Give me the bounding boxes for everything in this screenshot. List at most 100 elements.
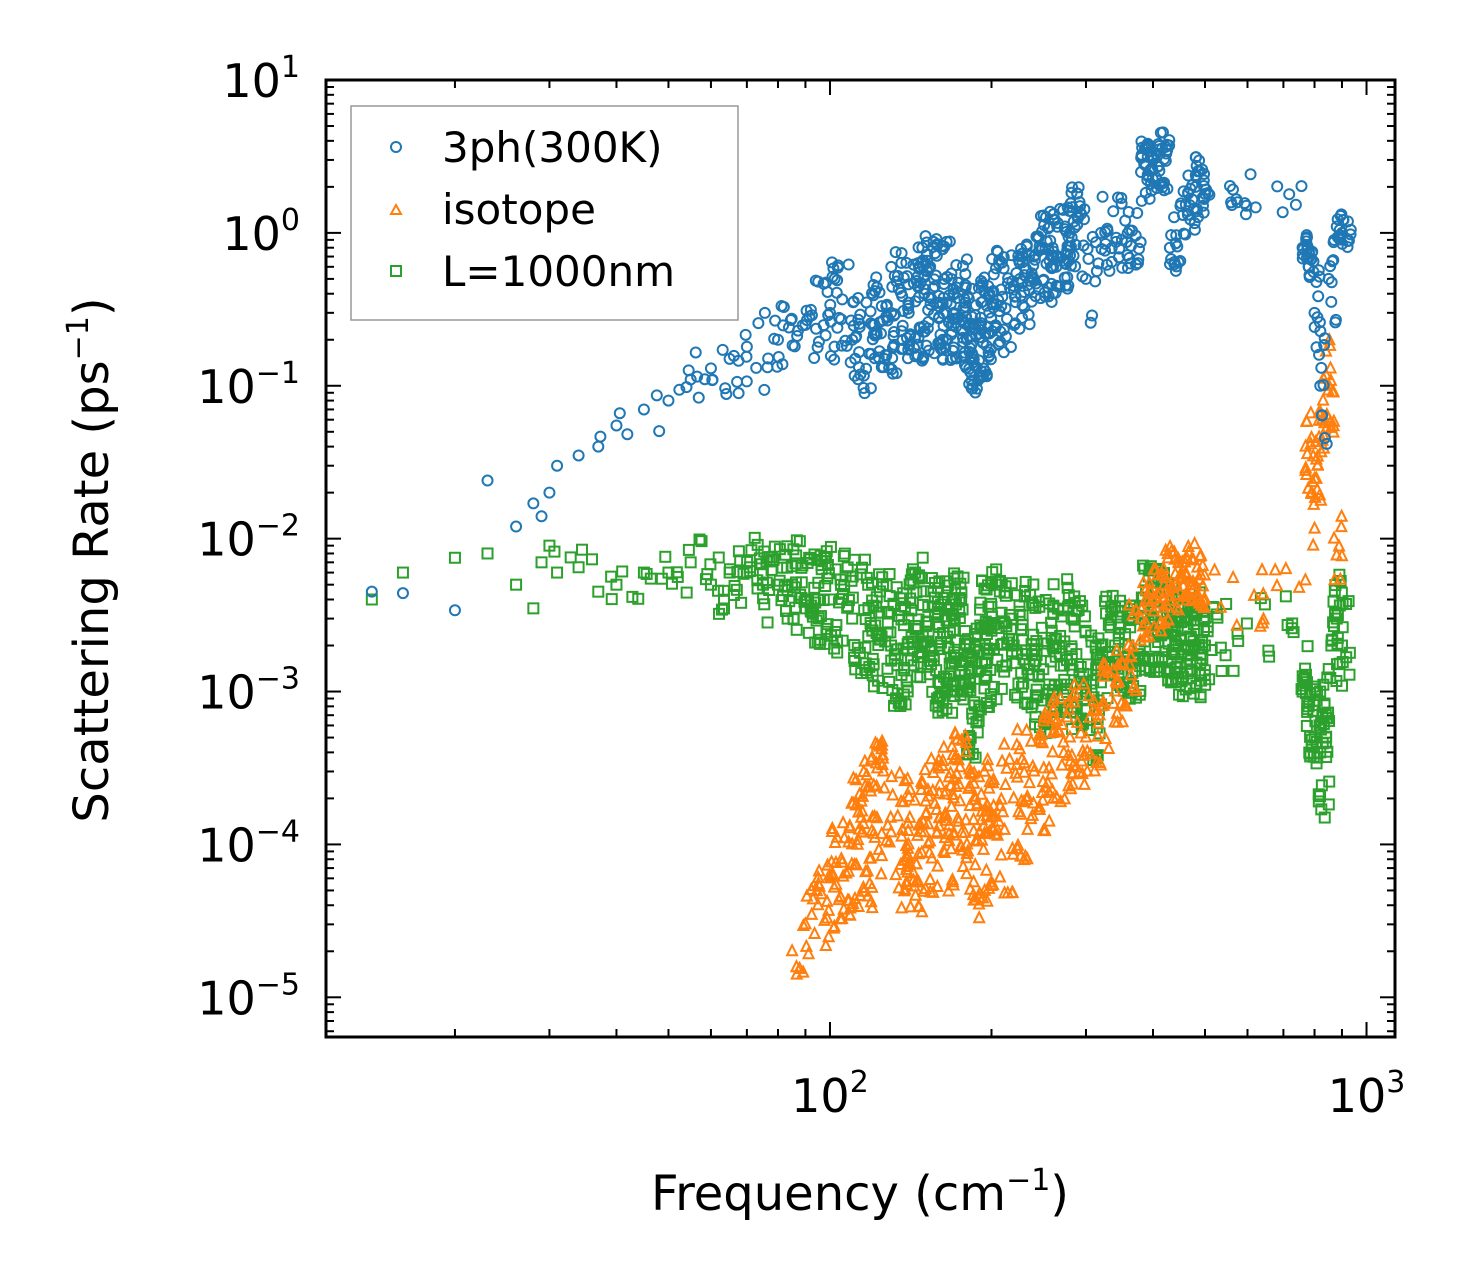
data-point-triangle <box>901 836 915 850</box>
data-point-circle <box>1116 261 1129 274</box>
data-point-triangle <box>851 898 866 912</box>
data-point-circle <box>839 334 852 347</box>
data-point-circle <box>527 497 540 510</box>
data-point-circle <box>986 325 999 338</box>
data-point-circle <box>662 394 675 407</box>
data-point-triangle <box>1110 674 1124 688</box>
data-point-circle <box>935 343 948 356</box>
data-point-circle <box>828 340 841 353</box>
data-point-circle <box>1171 240 1184 253</box>
data-point-circle <box>987 268 1000 281</box>
data-point-triangle <box>877 780 891 794</box>
data-point-square <box>527 602 540 615</box>
data-point-square <box>723 563 736 576</box>
plot-frame <box>324 78 1397 1039</box>
data-point-triangle <box>921 788 936 802</box>
data-point-triangle <box>976 841 991 855</box>
data-point-circle <box>731 375 744 388</box>
data-point-circle <box>965 310 978 323</box>
data-point-triangle <box>1147 603 1161 617</box>
data-point-triangle <box>827 879 841 893</box>
data-point-triangle <box>933 809 947 824</box>
data-point-square <box>1324 671 1337 684</box>
data-point-triangle <box>811 875 826 890</box>
data-point-triangle <box>1139 615 1153 629</box>
data-point-circle <box>919 230 932 243</box>
data-point-circle <box>1092 257 1105 270</box>
data-point-triangle <box>1124 667 1138 681</box>
data-point-circle <box>1179 228 1192 241</box>
data-point-square <box>728 579 741 592</box>
data-point-triangle <box>949 778 963 792</box>
data-point-square <box>875 606 888 619</box>
data-point-triangle <box>1158 569 1172 583</box>
data-point-square <box>964 684 977 697</box>
data-point-circle <box>1050 251 1063 264</box>
data-point-square <box>1011 647 1024 660</box>
data-point-square <box>1100 590 1113 603</box>
x-tick-label: 103 <box>1328 1065 1406 1123</box>
data-point-triangle <box>1075 753 1089 767</box>
data-point-circle <box>1047 245 1060 258</box>
data-point-triangle <box>1332 538 1346 552</box>
data-point-triangle <box>875 825 889 840</box>
data-point-square <box>730 583 743 596</box>
data-point-triangle <box>875 737 889 751</box>
data-point-circle <box>963 362 976 375</box>
data-point-square <box>986 566 999 579</box>
data-point-circle <box>1169 264 1182 277</box>
data-point-square <box>998 586 1011 599</box>
data-point-square <box>906 563 919 576</box>
data-point-circle <box>1196 163 1209 176</box>
data-point-triangle <box>916 775 930 789</box>
data-point-circle <box>976 336 989 349</box>
data-point-circle <box>689 346 702 359</box>
data-point-triangle <box>925 850 939 864</box>
data-point-circle <box>892 282 905 295</box>
data-point-square <box>981 701 994 714</box>
data-point-triangle <box>936 843 951 857</box>
data-point-triangle <box>1316 392 1330 406</box>
data-point-square <box>644 572 657 585</box>
data-point-triangle <box>796 917 811 932</box>
data-point-square <box>1323 715 1336 728</box>
data-point-circle <box>1061 282 1074 295</box>
data-point-circle <box>610 419 623 432</box>
data-point-circle <box>941 333 954 346</box>
legend-marker-3ph <box>390 141 402 153</box>
data-point-triangle <box>968 857 982 871</box>
data-point-triangle <box>807 925 822 940</box>
data-point-triangle <box>959 865 974 880</box>
data-point-triangle <box>899 848 913 863</box>
data-point-circle <box>949 351 962 364</box>
data-point-square <box>949 633 962 646</box>
data-point-triangle <box>1055 757 1069 771</box>
data-point-square <box>1285 622 1298 635</box>
data-point-circle <box>853 317 866 330</box>
data-point-triangle <box>963 778 977 792</box>
data-point-triangle <box>1247 587 1261 601</box>
data-point-square <box>1029 601 1042 614</box>
data-point-circle <box>965 339 978 352</box>
data-point-circle <box>904 330 917 343</box>
data-point-square <box>824 540 837 553</box>
data-point-triangle <box>1050 712 1064 726</box>
data-point-circle <box>1344 223 1357 236</box>
data-point-square <box>1077 717 1090 730</box>
data-point-square <box>819 580 832 593</box>
data-point-square <box>605 593 618 606</box>
data-point-triangle <box>918 880 933 895</box>
data-point-square <box>1009 688 1022 701</box>
data-point-triangle <box>855 824 870 838</box>
data-point-triangle <box>986 774 1000 789</box>
data-point-circle <box>739 328 752 341</box>
data-point-square <box>737 567 750 580</box>
data-point-square <box>585 553 598 566</box>
data-point-triangle <box>833 888 847 902</box>
data-point-triangle <box>1312 404 1326 419</box>
data-point-circle <box>1027 259 1040 272</box>
data-point-circle <box>835 313 848 326</box>
data-point-triangle <box>798 916 813 930</box>
data-point-circle <box>1158 184 1171 197</box>
data-point-circle <box>740 340 753 353</box>
